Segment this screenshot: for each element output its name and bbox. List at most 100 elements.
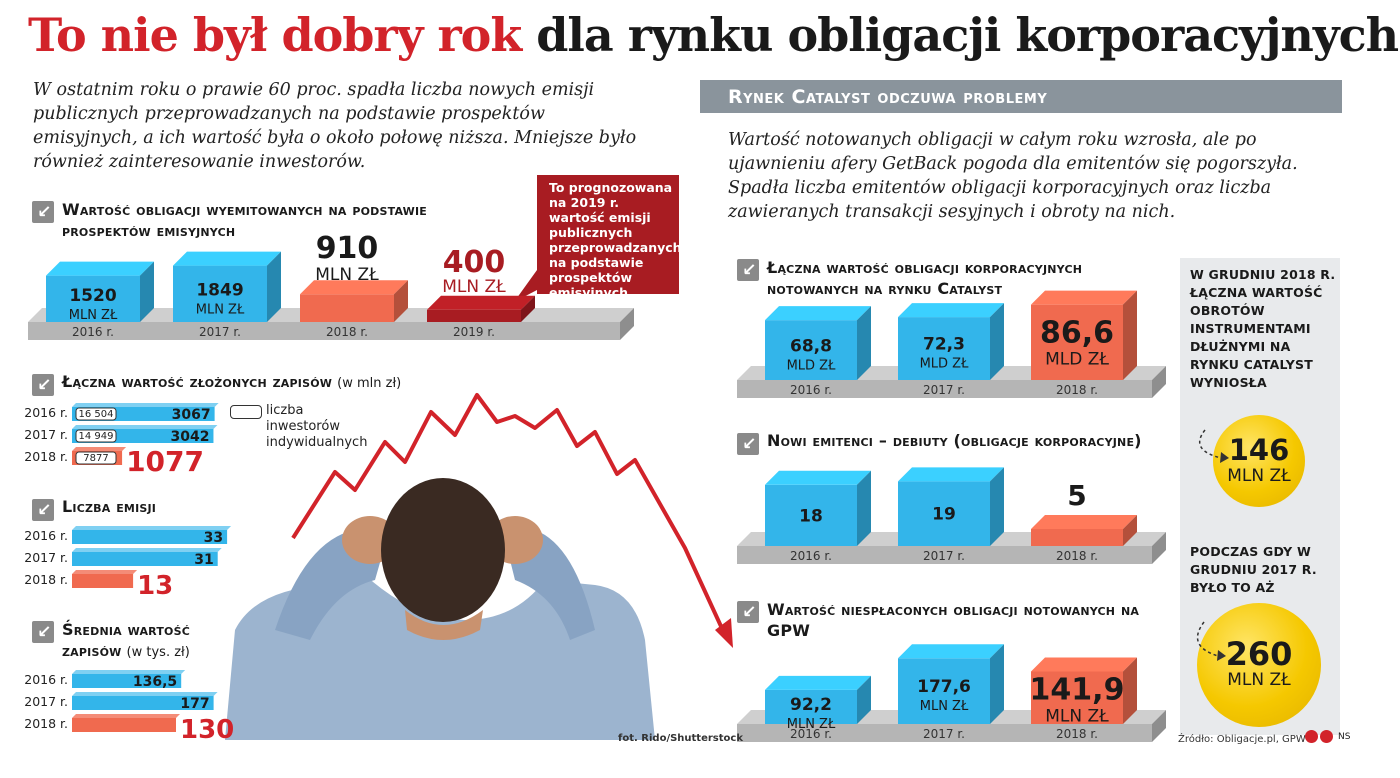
- bar: [300, 294, 394, 322]
- bar-side: [1123, 515, 1137, 546]
- category-label: 2018 r.: [1056, 383, 1098, 397]
- chart6-title: Nowi emitenci – debiuty (obligacje korpo…: [767, 431, 1142, 450]
- chart-platform: [737, 380, 1152, 398]
- chart7-title: Wartość niespłaconych obligacji notowany…: [767, 600, 1140, 640]
- bar-top: [898, 644, 1004, 659]
- data-label: 1520: [69, 286, 116, 306]
- logo-text: NS: [1338, 731, 1351, 742]
- chart-platform: [1152, 366, 1166, 398]
- category-label: 2017 r.: [24, 694, 68, 709]
- bar: [1031, 529, 1123, 546]
- section-banner: Rynek Catalyst odczuwa problemy: [700, 80, 1342, 113]
- arrow-icon: ↓: [31, 199, 56, 224]
- arrow-icon: ↓: [736, 257, 761, 282]
- category-label: 2016 r.: [24, 528, 68, 543]
- data-label: 177,6: [917, 677, 971, 697]
- bar-top: [72, 714, 180, 718]
- bar-side: [990, 467, 1004, 546]
- bar-top: [765, 306, 871, 321]
- chart2-title: Łączna wartość złożonych zapisów: [62, 372, 333, 391]
- banner-title: Rynek Catalyst odczuwa problemy: [728, 86, 1048, 108]
- unit-label: MLN ZŁ: [196, 302, 245, 317]
- data-label: 177: [180, 696, 209, 712]
- data-label: 19: [932, 505, 956, 525]
- investor-badge: [75, 429, 117, 443]
- forecast-callout: To prognozowana na 2019 r. wartość emisj…: [537, 175, 682, 300]
- bar-top: [72, 692, 218, 696]
- dashed-arrow-icon: [1199, 429, 1229, 463]
- bar-top: [1031, 290, 1137, 305]
- chart2-subtitle: (w mln zł): [337, 376, 402, 391]
- unit-label: MLN ZŁ: [787, 717, 836, 732]
- data-label: 18: [799, 506, 823, 526]
- data-label: 910: [316, 231, 379, 266]
- intro-text: W ostatnim roku o prawie 60 proc. spadła…: [33, 80, 637, 172]
- category-label: 2018 r.: [24, 449, 68, 464]
- logo-circle-icon: [1305, 730, 1318, 743]
- arrow-icon: ↓: [736, 599, 761, 624]
- bar-top: [1031, 657, 1137, 672]
- page-title-red: To nie był dobry rok: [28, 8, 522, 62]
- circle-unit-2017: MLN ZŁ: [1227, 670, 1291, 690]
- data-label: 5: [1067, 479, 1086, 512]
- bar-top: [72, 526, 232, 530]
- category-label: 2018 r.: [24, 572, 68, 587]
- data-label: 1077: [126, 445, 204, 478]
- dashed-arrow-icon: [1196, 621, 1226, 661]
- chart5-title: Łączna wartość obligacji korporacyjnych …: [767, 258, 1083, 298]
- trend-arrowhead-icon: [715, 618, 733, 648]
- right-intro-text: Wartość notowanych obligacji w całym rok…: [728, 130, 1298, 222]
- callout-text: To prognozowana na 2019 r. wartość emisj…: [549, 180, 682, 300]
- bar: [765, 689, 857, 724]
- legend-investors-box: [230, 405, 262, 419]
- category-label: 2018 r.: [24, 716, 68, 731]
- bar-top: [427, 295, 535, 310]
- callout-pointer: [514, 270, 537, 302]
- circle-value-2017: 260: [1225, 635, 1293, 673]
- chart-platform: [737, 724, 1152, 742]
- bar: [898, 317, 990, 380]
- bar: [898, 481, 990, 546]
- bar: [765, 320, 857, 380]
- bar-side: [1123, 657, 1137, 724]
- category-label: 2017 r.: [923, 727, 965, 741]
- chart-platform: [737, 546, 1152, 564]
- investor-count: 16 504: [79, 409, 114, 420]
- bar-side: [267, 251, 281, 322]
- panel-text-1: W grudniu 2018 r. łączna wartość obrotów…: [1190, 267, 1336, 390]
- bar-top: [765, 675, 871, 690]
- bar-top: [300, 280, 408, 295]
- person-figure: [225, 478, 655, 740]
- category-label: 2016 r.: [790, 727, 832, 741]
- chart-platform: [28, 322, 620, 340]
- chart4-heading: Średnia wartość zapisów (w tys. zł): [62, 619, 222, 663]
- bar-side: [521, 295, 535, 322]
- unit-label: MLN ZŁ: [920, 699, 969, 714]
- unit-label: MLN ZŁ: [69, 308, 118, 323]
- category-label: 2016 r.: [72, 325, 114, 339]
- bar-top: [173, 251, 281, 266]
- bar: [898, 658, 990, 724]
- data-label: 31: [194, 552, 213, 568]
- bar-top: [72, 425, 218, 429]
- bar-top: [46, 261, 154, 276]
- unit-label: MLD ZŁ: [920, 357, 970, 372]
- chart-platform: [620, 308, 634, 340]
- category-label: 2017 r.: [923, 549, 965, 563]
- data-label: 72,3: [923, 335, 965, 355]
- bar-top: [72, 570, 138, 574]
- bar-side: [394, 280, 408, 322]
- data-label: 33: [204, 530, 223, 546]
- unit-label: MLN ZŁ: [1045, 707, 1109, 727]
- arrow-icon: ↓: [31, 372, 56, 397]
- arrow-icon: ↓: [31, 497, 56, 522]
- chart2-heading: Łączna wartość złożonych zapisów (w mln …: [62, 372, 401, 391]
- bar-top: [72, 403, 219, 407]
- category-label: 2019 r.: [453, 325, 495, 339]
- investor-count: 7877: [83, 453, 108, 464]
- chart-platform: [1152, 532, 1166, 564]
- publisher-logo: NS: [1305, 730, 1350, 743]
- data-label: 86,6: [1040, 315, 1114, 350]
- bar: [72, 574, 134, 588]
- category-label: 2018 r.: [1056, 549, 1098, 563]
